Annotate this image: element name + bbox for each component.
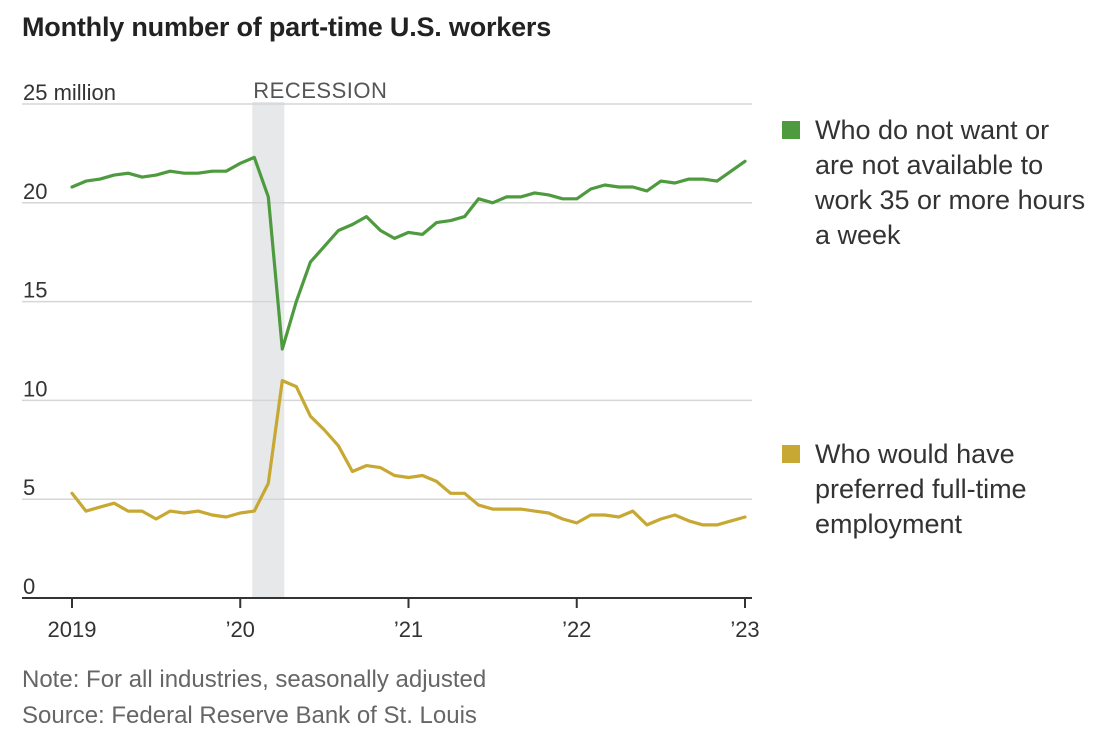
x-tick-label: ’21: [394, 617, 423, 642]
y-tick-label: 15: [23, 278, 47, 303]
legend-label: Who would have preferred full-time emplo…: [815, 437, 1098, 542]
series-line-not-want-full-time: [70, 155, 747, 351]
x-tick-label: ’22: [562, 617, 591, 642]
chart-title: Monthly number of part-time U.S. workers: [22, 12, 552, 42]
legend-line: work 35 or more hours: [815, 185, 1086, 215]
legend-line: employment: [815, 509, 963, 539]
y-tick-label: 25 million: [23, 80, 116, 105]
legend-line: are not available to: [815, 150, 1044, 180]
chart-note: Note: For all industries, seasonally adj…: [22, 666, 487, 693]
series-line-preferred-full-time: [70, 379, 747, 527]
legend-swatch-gold: [782, 445, 800, 463]
y-tick-label: 20: [23, 179, 47, 204]
chart-source: Source: Federal Reserve Bank of St. Loui…: [22, 702, 477, 729]
x-tick-label: ’23: [730, 617, 759, 642]
legend-line: Who would have: [815, 439, 1015, 469]
y-tick-label: 5: [23, 475, 35, 500]
x-tick-label: 2019: [48, 617, 97, 642]
legend-line: preferred full-time: [815, 474, 1027, 504]
legend-line: a week: [815, 220, 901, 250]
recession-band: [252, 102, 285, 598]
recession-label: RECESSION: [253, 78, 387, 103]
legend-swatch-green: [782, 121, 800, 139]
legend-line: Who do not want or: [815, 115, 1050, 145]
y-tick-label: 10: [23, 376, 47, 401]
legend-label: Who do not want or are not available to …: [815, 113, 1098, 253]
y-tick-label: 0: [23, 574, 35, 599]
x-tick-label: ’20: [226, 617, 255, 642]
